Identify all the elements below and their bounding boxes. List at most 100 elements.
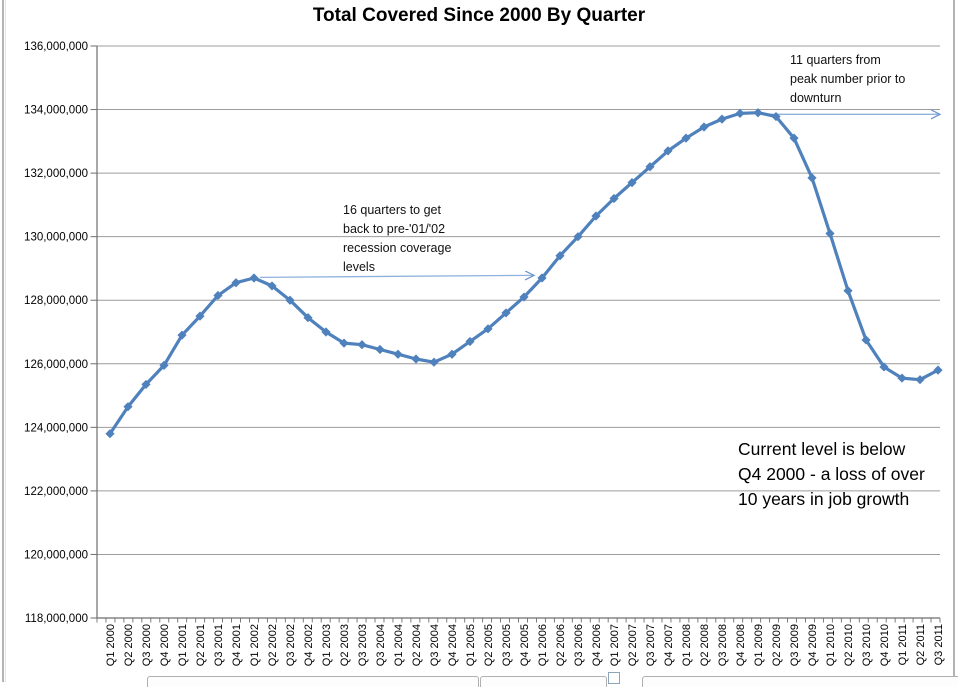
svg-text:Q2 2010: Q2 2010 — [843, 624, 855, 666]
svg-text:Q3 2009: Q3 2009 — [789, 624, 801, 666]
chart-title: Total Covered Since 2000 By Quarter — [312, 5, 646, 26]
svg-text:Q2 2009: Q2 2009 — [771, 624, 783, 666]
svg-text:Q4 2004: Q4 2004 — [447, 624, 459, 666]
svg-text:118,000,000: 118,000,000 — [25, 613, 88, 625]
svg-text:Q2 2007: Q2 2007 — [627, 624, 639, 666]
data-point-marker — [213, 290, 223, 301]
recovery-arrow — [259, 275, 534, 277]
page-border-right — [953, 0, 955, 682]
bottom-handle-square — [608, 672, 620, 684]
data-point-marker — [321, 327, 331, 337]
data-point-marker — [375, 344, 385, 355]
svg-text:Q2 2002: Q2 2002 — [267, 624, 279, 666]
svg-text:Q4 2000: Q4 2000 — [159, 624, 171, 666]
svg-text:Q3 2002: Q3 2002 — [285, 624, 297, 666]
data-point-marker — [465, 336, 475, 347]
svg-text:Q4 2007: Q4 2007 — [663, 624, 675, 666]
data-point-marker — [681, 133, 691, 143]
axes — [96, 46, 940, 619]
x-axis-ticks — [96, 618, 941, 623]
svg-text:132,000,000: 132,000,000 — [24, 168, 88, 180]
svg-text:Q3 2001: Q3 2001 — [213, 624, 225, 666]
svg-text:Q2 2004: Q2 2004 — [411, 624, 423, 666]
data-point-marker — [357, 340, 367, 350]
svg-text:Q4 2006: Q4 2006 — [591, 624, 603, 666]
svg-text:Q1 2002: Q1 2002 — [249, 624, 261, 666]
data-point-marker — [771, 111, 781, 122]
svg-text:Q3 2000: Q3 2000 — [141, 624, 153, 666]
svg-text:Q1 2001: Q1 2001 — [177, 624, 189, 666]
data-point-marker — [267, 281, 277, 291]
data-point-marker — [285, 295, 295, 305]
svg-text:Q3 2008: Q3 2008 — [717, 624, 729, 666]
data-point-marker — [555, 251, 565, 261]
data-point-marker — [249, 273, 259, 283]
svg-text:Q1 2003: Q1 2003 — [321, 624, 333, 666]
data-point-marker — [897, 373, 907, 383]
data-point-marker — [123, 402, 133, 412]
svg-text:128,000,000: 128,000,000 — [24, 295, 88, 307]
svg-text:Q2 2001: Q2 2001 — [195, 624, 207, 666]
svg-text:Q4 2008: Q4 2008 — [735, 624, 747, 666]
svg-text:120,000,000: 120,000,000 — [24, 549, 88, 561]
data-point-marker — [105, 429, 115, 439]
data-point-marker — [177, 330, 187, 340]
svg-text:Q3 2003: Q3 2003 — [357, 624, 369, 666]
data-point-marker — [933, 365, 943, 375]
data-point-marker — [699, 122, 709, 132]
svg-text:Q1 2007: Q1 2007 — [609, 624, 621, 666]
page-border-left — [2, 0, 4, 682]
data-point-marker — [483, 324, 493, 334]
svg-text:Q4 2002: Q4 2002 — [303, 624, 315, 666]
svg-text:126,000,000: 126,000,000 — [24, 359, 88, 371]
svg-text:136,000,000: 136,000,000 — [24, 41, 88, 53]
svg-text:Q2 2008: Q2 2008 — [699, 624, 711, 666]
data-point-marker — [915, 375, 925, 385]
annotation-current-level: Current level is below Q4 2000 - a loss … — [738, 439, 925, 509]
svg-text:Q2 2003: Q2 2003 — [339, 624, 351, 666]
data-point-marker — [159, 360, 169, 370]
svg-text:Q4 2010: Q4 2010 — [879, 624, 891, 666]
data-point-marker — [663, 146, 673, 156]
x-axis-labels: Q1 2000 Q2 2000 Q3 2000 Q4 2000 Q1 2001 Q2 20… — [105, 624, 945, 666]
data-point-marker — [735, 108, 745, 118]
data-point-marker — [303, 313, 313, 323]
data-point-marker — [501, 308, 511, 318]
svg-text:Q1 2011: Q1 2011 — [897, 624, 909, 665]
svg-text:Q1 2006: Q1 2006 — [537, 624, 549, 666]
data-point-marker — [645, 162, 655, 172]
data-point-marker — [861, 335, 871, 345]
data-point-marker — [573, 232, 583, 242]
data-point-marker — [753, 108, 763, 118]
data-point-marker — [195, 311, 205, 321]
svg-text:Q1 2000: Q1 2000 — [105, 624, 117, 666]
data-point-marker — [447, 349, 457, 359]
svg-text:Q3 2006: Q3 2006 — [573, 624, 585, 666]
data-point-marker — [429, 357, 439, 367]
data-point-marker — [339, 338, 349, 348]
svg-text:124,000,000: 124,000,000 — [24, 422, 88, 434]
svg-text:Q1 2008: Q1 2008 — [681, 624, 693, 666]
data-point-marker — [789, 133, 799, 143]
svg-text:Q2 2000: Q2 2000 — [123, 624, 135, 666]
annotation-peak-quarters: 11 quarters from peak number prior to do… — [790, 53, 906, 105]
svg-text:Q2 2011: Q2 2011 — [915, 624, 927, 665]
svg-text:Q4 2009: Q4 2009 — [807, 624, 819, 666]
svg-text:Q3 2007: Q3 2007 — [645, 624, 657, 666]
svg-text:Q4 2001: Q4 2001 — [231, 624, 243, 666]
svg-text:Q2 2006: Q2 2006 — [555, 624, 567, 666]
data-series — [105, 108, 943, 439]
y-axis-labels: 136,000,000 134,000,000 132,000,000 130,000… — [24, 41, 88, 625]
data-point-marker — [591, 211, 601, 221]
annotation-arrows — [259, 114, 940, 277]
svg-text:Q1 2009: Q1 2009 — [753, 624, 765, 666]
data-point-marker — [879, 362, 889, 372]
data-point-marker — [393, 349, 403, 359]
svg-text:Q3 2004: Q3 2004 — [429, 624, 441, 666]
data-point-marker — [141, 379, 151, 390]
svg-text:Q1 2004: Q1 2004 — [393, 624, 405, 666]
data-point-marker — [627, 178, 637, 188]
y-axis-ticks — [90, 45, 97, 619]
